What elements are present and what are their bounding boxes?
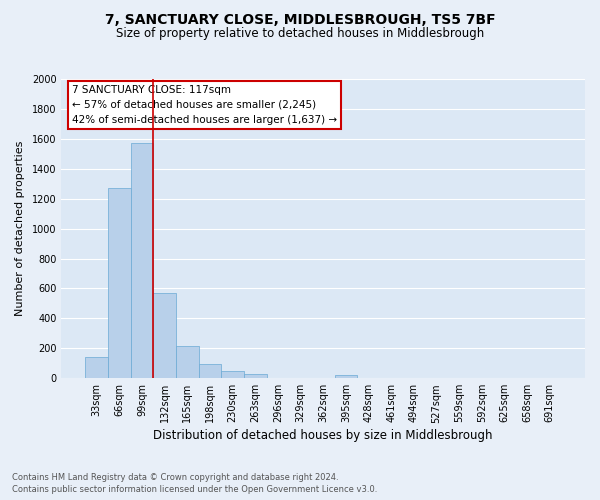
Bar: [131, 144, 153, 378]
Bar: [221, 370, 244, 378]
Text: Contains public sector information licensed under the Open Government Licence v3: Contains public sector information licen…: [12, 485, 377, 494]
Text: 7, SANCTUARY CLOSE, MIDDLESBROUGH, TS5 7BF: 7, SANCTUARY CLOSE, MIDDLESBROUGH, TS5 7…: [104, 12, 496, 26]
Y-axis label: Number of detached properties: Number of detached properties: [15, 141, 25, 316]
Bar: [335, 375, 357, 378]
Text: 7 SANCTUARY CLOSE: 117sqm
← 57% of detached houses are smaller (2,245)
42% of se: 7 SANCTUARY CLOSE: 117sqm ← 57% of detac…: [72, 85, 337, 124]
Bar: [85, 358, 108, 378]
X-axis label: Distribution of detached houses by size in Middlesbrough: Distribution of detached houses by size …: [154, 430, 493, 442]
Bar: [244, 374, 266, 378]
Bar: [153, 293, 176, 378]
Text: Size of property relative to detached houses in Middlesbrough: Size of property relative to detached ho…: [116, 28, 484, 40]
Bar: [176, 346, 199, 378]
Text: Contains HM Land Registry data © Crown copyright and database right 2024.: Contains HM Land Registry data © Crown c…: [12, 472, 338, 482]
Bar: [108, 188, 131, 378]
Bar: [199, 364, 221, 378]
